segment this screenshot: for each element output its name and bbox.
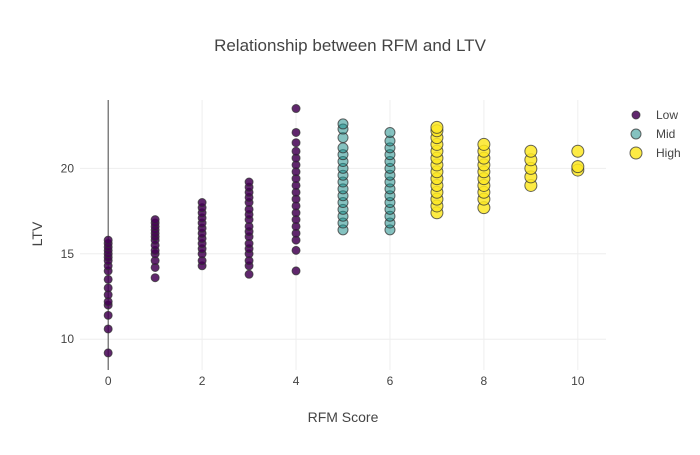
data-point[interactable]	[430, 120, 444, 134]
data-point[interactable]	[103, 310, 113, 320]
data-point[interactable]	[291, 104, 301, 114]
legend-label: Low	[656, 108, 678, 122]
x-tick-label: 0	[105, 374, 112, 388]
y-tick-label: 15	[61, 247, 75, 261]
y-tick-label: 20	[61, 161, 75, 175]
legend-marker	[631, 110, 641, 120]
legend-marker	[629, 146, 643, 160]
data-point[interactable]	[150, 273, 160, 283]
legend-label: Mid	[656, 127, 675, 141]
data-point[interactable]	[291, 127, 301, 137]
series-mid	[337, 118, 396, 236]
data-point[interactable]	[103, 324, 113, 334]
data-point[interactable]	[571, 160, 585, 174]
legend-item-high[interactable]: High	[629, 146, 681, 160]
data-point[interactable]	[524, 144, 538, 158]
legend-marker	[630, 128, 642, 140]
series-high	[430, 120, 585, 220]
data-point[interactable]	[337, 142, 349, 154]
legend-item-mid[interactable]: Mid	[630, 127, 675, 141]
x-axis-label: RFM Score	[308, 409, 379, 425]
chart-title: Relationship between RFM and LTV	[214, 36, 486, 55]
data-point[interactable]	[291, 245, 301, 255]
data-point[interactable]	[291, 146, 301, 156]
y-tick-label: 10	[61, 332, 75, 346]
x-tick-label: 2	[199, 374, 206, 388]
data-points	[103, 104, 585, 358]
data-point[interactable]	[291, 138, 301, 148]
data-point[interactable]	[103, 283, 113, 293]
data-point[interactable]	[291, 266, 301, 276]
x-tick-label: 4	[293, 374, 300, 388]
data-point[interactable]	[103, 274, 113, 284]
y-axis-label: LTV	[29, 221, 45, 246]
legend[interactable]: Low Mid High	[629, 108, 681, 160]
data-point[interactable]	[150, 215, 160, 225]
x-tick-label: 10	[571, 374, 585, 388]
legend-item-low[interactable]: Low	[631, 108, 678, 122]
x-tick-label: 6	[387, 374, 394, 388]
legend-label: High	[656, 146, 681, 160]
axes: 0 2 4 6 8 10 10 15 20	[61, 161, 585, 388]
data-point[interactable]	[103, 235, 113, 245]
data-point[interactable]	[197, 198, 207, 208]
data-point[interactable]	[103, 348, 113, 358]
x-tick-label: 8	[481, 374, 488, 388]
data-point[interactable]	[384, 126, 396, 138]
data-point[interactable]	[571, 144, 585, 158]
data-point[interactable]	[244, 269, 254, 279]
series-low	[103, 104, 301, 358]
data-point[interactable]	[337, 118, 349, 130]
data-point[interactable]	[477, 137, 491, 151]
data-point[interactable]	[244, 177, 254, 187]
